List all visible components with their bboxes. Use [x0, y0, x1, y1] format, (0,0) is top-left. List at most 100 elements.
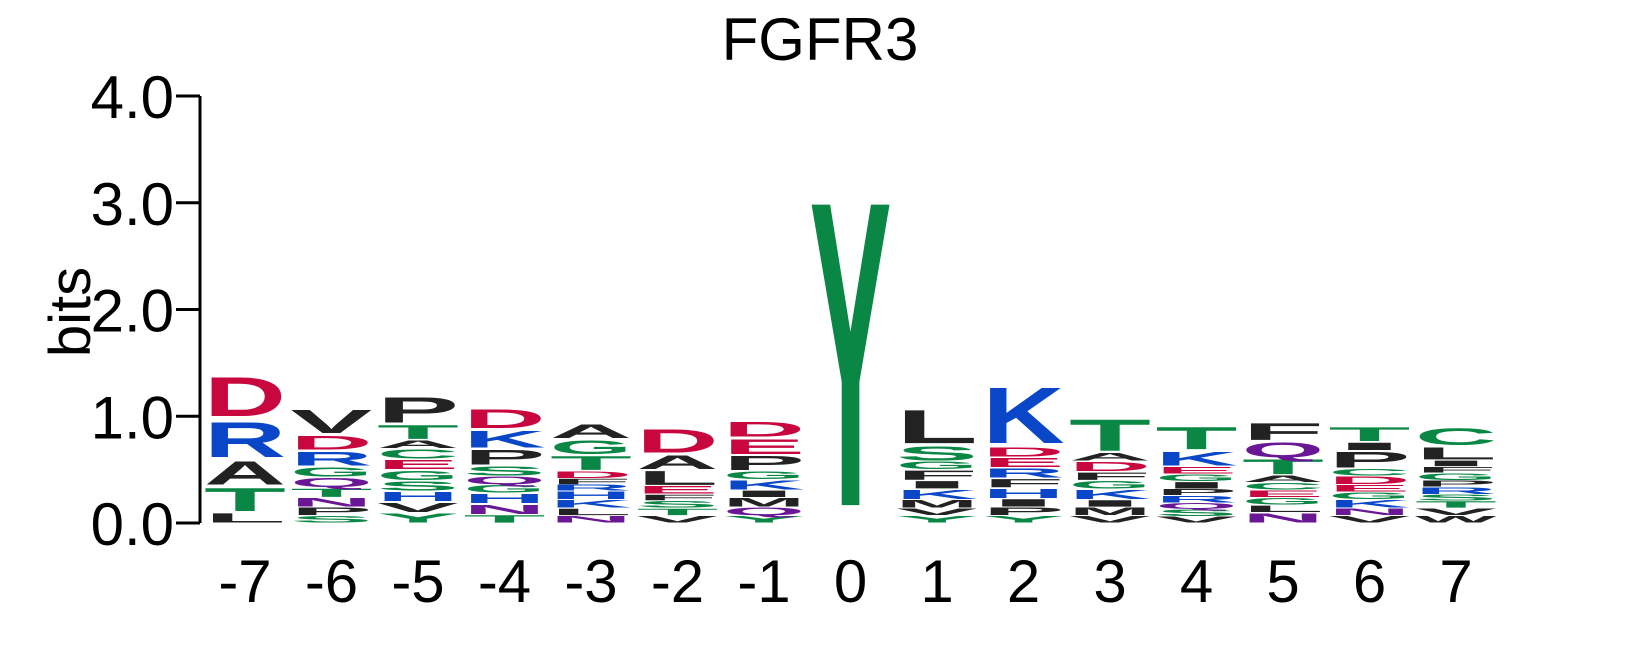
logo-letter-t: T — [377, 421, 459, 443]
logo-letter-m: M — [723, 496, 805, 509]
x-tick-label: 0 — [834, 548, 867, 615]
logo-letter-p: P — [377, 390, 459, 430]
logo-letter-h: H — [377, 489, 459, 504]
logo-letter-l: L — [1242, 504, 1324, 514]
logo-letter-g: G — [464, 483, 546, 495]
logo-letter-f: F — [550, 477, 632, 486]
logo-letter-q: Q — [464, 475, 546, 487]
logo-letter-n: N — [1329, 507, 1411, 517]
logo-letter-t: T — [204, 481, 286, 518]
logo-letter-d: D — [291, 432, 373, 454]
logo-letter-f: F — [896, 468, 978, 483]
logo-letter-t: T — [1156, 420, 1238, 456]
logo-letter-t: T — [1415, 499, 1497, 509]
logo-letter-l: L — [896, 401, 978, 454]
logo-letter-k: K — [1156, 448, 1238, 470]
logo-letter-t: T — [1069, 410, 1151, 460]
logo-letter-q: Q — [1156, 502, 1238, 511]
logo-letter-s: S — [1415, 493, 1497, 502]
logo-letter-r: R — [1156, 494, 1238, 504]
logo-letter-g: G — [550, 436, 632, 458]
logo-letter-g: G — [896, 460, 978, 472]
logo-letter-i: I — [983, 497, 1065, 509]
x-tick-label: -7 — [218, 548, 271, 615]
logo-letter-v: V — [1156, 516, 1238, 525]
logo-letter-c: C — [1415, 424, 1497, 450]
logo-letter-c: C — [1242, 481, 1324, 491]
logo-letter-t: T — [291, 486, 373, 499]
logo-letter-s: S — [377, 478, 459, 493]
logo-letter-q: Q — [1242, 438, 1324, 462]
logo-letter-p: P — [1415, 479, 1497, 488]
logo-letter-l: L — [1415, 444, 1497, 463]
logo-letter-g: G — [377, 468, 459, 483]
logo-letter-v: V — [1329, 514, 1411, 524]
logo-letter-t: T — [1242, 455, 1324, 479]
x-tick-label: -2 — [651, 548, 704, 615]
logo-letter-i: I — [896, 479, 978, 491]
logo-letter-d: D — [204, 366, 286, 428]
logo-letter-s: S — [1156, 508, 1238, 518]
logo-letter-y: Y — [983, 514, 1065, 524]
logo-letter-e: E — [637, 484, 719, 496]
logo-letter-t: T — [464, 513, 546, 525]
x-tick-label: -3 — [564, 548, 617, 615]
logo-letter-k: K — [464, 426, 546, 452]
logo-letter-d: D — [1069, 459, 1151, 474]
logo-letter-r: R — [1415, 486, 1497, 496]
logo-letter-g: G — [1242, 496, 1324, 506]
logo-letter-m: M — [896, 498, 978, 510]
logo-letter-q: Q — [291, 475, 373, 490]
y-axis: 0.0 1.0 2.0 3.0 4.0 — [91, 64, 202, 558]
logo-letter-p: P — [1156, 488, 1238, 497]
logo-letter-c: C — [377, 447, 459, 462]
logo-letter-a: A — [377, 438, 459, 450]
logo-letter-k: K — [550, 498, 632, 510]
logo-letter-n: N — [550, 514, 632, 524]
logo-letter-k: K — [1329, 498, 1411, 510]
logo-letter-a: A — [1242, 474, 1324, 484]
logo-letter-d: D — [637, 422, 719, 459]
logo-letter-g: G — [723, 469, 805, 481]
logo-letter-e: E — [723, 435, 805, 459]
logo-letter-r: R — [550, 484, 632, 493]
x-tick-label: 2 — [1007, 548, 1040, 615]
logo-letter-k: K — [983, 371, 1065, 460]
logo-letter-y: Y — [377, 510, 459, 525]
y-tick-label: 0.0 — [91, 491, 174, 558]
logo-letter-a: A — [1069, 451, 1151, 463]
logo-letter-g: G — [291, 465, 373, 480]
logo-letter-s: S — [637, 499, 719, 509]
x-tick-label: 4 — [1180, 548, 1213, 615]
logo-letter-h: H — [550, 490, 632, 502]
logo-letter-p: P — [464, 445, 546, 469]
logo-letter-f: F — [637, 493, 719, 502]
logo-letter-e: E — [1329, 483, 1411, 493]
y-tick-label: 1.0 — [91, 384, 174, 451]
logo-letter-f: F — [1242, 419, 1324, 445]
logo-letter-g: G — [1415, 471, 1497, 481]
logo-letter-i: I — [1329, 440, 1411, 452]
x-tick-label: -6 — [305, 548, 358, 615]
logo-letter-r: R — [204, 412, 286, 468]
logo-letter-s: S — [291, 514, 373, 524]
logo-letter-h: H — [983, 486, 1065, 501]
logo-letter-e: E — [1242, 489, 1324, 499]
y-axis-label: bits — [38, 267, 103, 357]
logo-letter-d: D — [723, 418, 805, 442]
logo-letter-a: A — [204, 454, 286, 491]
x-tick-label: -4 — [478, 548, 531, 615]
logo-letter-c: C — [1329, 467, 1411, 477]
chart-title: FGFR3 — [722, 6, 919, 73]
x-tick-label: 7 — [1439, 548, 1472, 615]
logo-letter-v: V — [637, 514, 719, 524]
logo-letter-r: R — [983, 466, 1065, 481]
logo-letter-a: A — [550, 420, 632, 442]
logo-letter-t: T — [637, 507, 719, 517]
x-tick-label: 3 — [1093, 548, 1126, 615]
logo-letter-e: E — [983, 455, 1065, 470]
logo-letter-k: K — [723, 478, 805, 493]
logo-letter-v: V — [1069, 514, 1151, 524]
logo-letter-a: A — [637, 451, 719, 473]
logo-letter-n: N — [291, 496, 373, 509]
